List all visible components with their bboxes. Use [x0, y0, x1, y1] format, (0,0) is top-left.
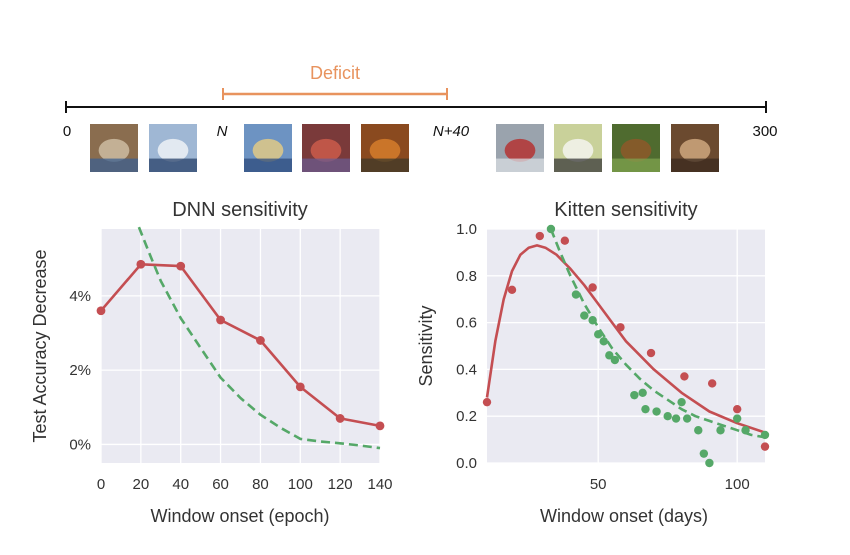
data-point [335, 414, 345, 423]
timeline-n-label: N [217, 123, 228, 140]
x-tick-label: 140 [367, 476, 392, 493]
red-fit-line [485, 244, 766, 434]
x-axis-label: Window onset (days) [540, 506, 708, 526]
green-data-point [716, 426, 725, 435]
data-point [295, 382, 305, 392]
red-data-point [507, 285, 517, 295]
y-tick-label: 0.2 [456, 408, 477, 425]
thumbnail-bird [554, 124, 602, 172]
green-data-point [694, 426, 703, 435]
y-axis-label: Sensitivity [416, 305, 436, 386]
x-tick-label: 80 [252, 476, 269, 493]
timeline-end-label: 300 [752, 123, 777, 140]
tick-labels: 0 20 40 60 80 100 120 140 0% 2% 4% [69, 288, 392, 493]
red-data-point [588, 283, 597, 292]
green-data-point [580, 311, 589, 320]
y-tick-label: 0% [69, 436, 91, 453]
green-data-point [641, 404, 650, 414]
y-tick-label: 4% [69, 288, 91, 305]
green-fit-line [549, 228, 766, 439]
red-data-point [760, 442, 770, 451]
chart-marks [482, 224, 770, 468]
dnn-sensitivity-chart: 0 20 40 60 80 100 120 140 0% 2% 4% DNN sensitivity… [30, 199, 393, 526]
red-data-point [733, 404, 742, 414]
y-tick-label: 0.0 [456, 455, 477, 472]
data-point [256, 336, 265, 345]
red-data-point [680, 372, 689, 381]
fit-line [137, 226, 381, 450]
deficit-label: Deficit [310, 63, 360, 83]
red-data-point [482, 397, 492, 407]
red-data-point [535, 231, 545, 241]
data-point [375, 421, 385, 431]
green-data-point [699, 449, 709, 458]
chart-title: Kitten sensitivity [554, 199, 697, 221]
data-point [176, 261, 186, 271]
x-tick-label: 100 [725, 476, 750, 493]
thumbnail-cat [90, 124, 138, 172]
green-data-point [652, 407, 661, 416]
x-tick-label: 50 [590, 476, 607, 493]
green-data-point [705, 458, 714, 468]
thumbnail-truck [496, 124, 544, 172]
tick-labels: 50 100 0.0 0.2 0.4 0.6 0.8 1.0 [456, 221, 750, 493]
grid [100, 229, 381, 463]
y-axis-label: Test Accuracy Decrease [30, 249, 50, 442]
x-tick-label: 100 [288, 476, 313, 493]
x-tick-label: 0 [97, 476, 105, 493]
thumbnail-blurry-3 [361, 124, 409, 172]
green-data-point [663, 412, 672, 421]
thumbnail-frog [671, 124, 719, 172]
green-data-point [677, 397, 686, 407]
red-data-point [707, 379, 717, 388]
green-data-point [599, 337, 608, 346]
green-data-point [605, 351, 614, 360]
green-data-point [610, 355, 620, 365]
green-data-point [682, 414, 692, 423]
data-point [216, 315, 225, 325]
green-data-point [638, 388, 647, 397]
green-data-point [733, 414, 742, 423]
green-data-point [630, 390, 639, 400]
deficit-bracket [222, 88, 448, 100]
red-data-point [646, 348, 656, 358]
thumbnail-blurry-1 [244, 124, 292, 172]
y-tick-label: 0.4 [456, 361, 477, 378]
y-tick-label: 2% [69, 362, 91, 379]
green-data-point [571, 290, 581, 299]
chart-title: DNN sensitivity [172, 199, 308, 221]
x-axis-label: Window onset (epoch) [150, 506, 329, 526]
plot-area [101, 229, 380, 463]
data-point [136, 259, 146, 269]
data-point [96, 306, 106, 316]
timeline-start-label: 0 [63, 123, 71, 140]
y-tick-label: 1.0 [456, 221, 477, 238]
timeline-axis [65, 101, 767, 113]
y-tick-label: 0.6 [456, 315, 477, 332]
chart-marks [96, 226, 385, 450]
timeline: Deficit 0 N N+40 300 [63, 63, 778, 172]
thumbnail-strip [90, 124, 719, 172]
kitten-sensitivity-chart: 50 100 0.0 0.2 0.4 0.6 0.8 1.0 Kitten sensitivi… [416, 199, 770, 526]
y-tick-label: 0.8 [456, 268, 477, 285]
x-tick-label: 60 [212, 476, 229, 493]
timeline-n40-label: N+40 [433, 123, 470, 140]
thumbnail-blurry-2 [302, 124, 350, 172]
green-data-point [741, 426, 750, 435]
green-data-point [671, 414, 681, 423]
thumbnail-ship [149, 124, 197, 172]
sensitivity-line [100, 263, 381, 428]
x-tick-label: 40 [172, 476, 189, 493]
red-data-point [560, 236, 570, 245]
x-tick-label: 120 [328, 476, 353, 493]
thumbnail-horse [612, 124, 660, 172]
x-tick-label: 20 [133, 476, 150, 493]
